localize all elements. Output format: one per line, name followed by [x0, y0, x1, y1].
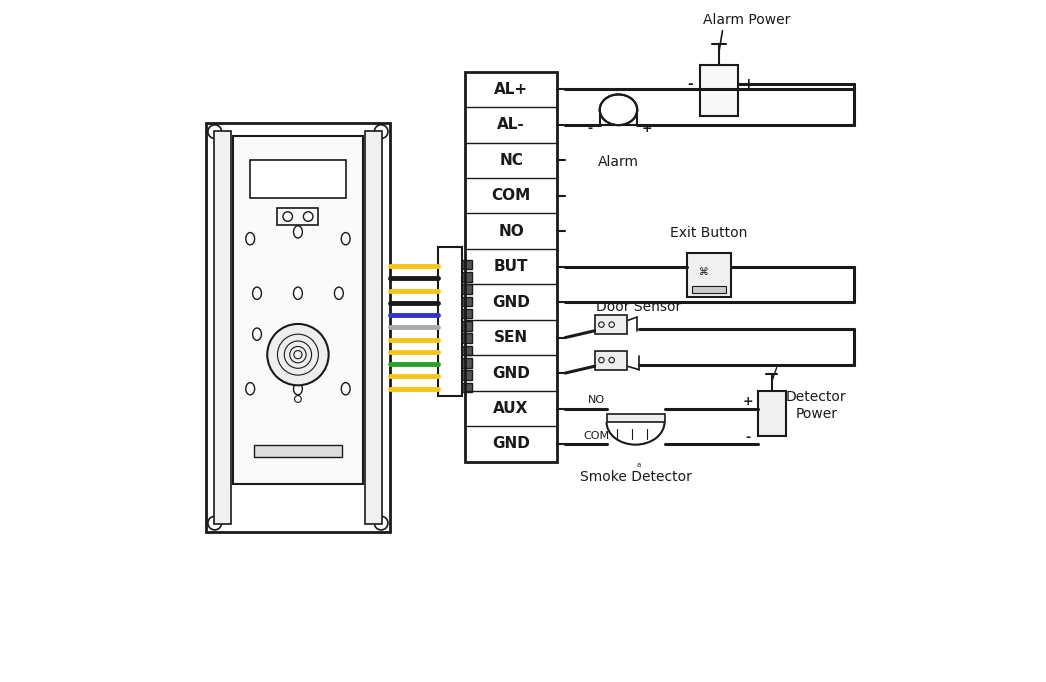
Text: Alarm: Alarm	[598, 155, 639, 169]
Text: Door Sensor: Door Sensor	[596, 300, 682, 314]
Text: BUT: BUT	[494, 259, 528, 274]
Bar	[758, 391, 786, 436]
Text: -: -	[746, 430, 751, 444]
Text: GND: GND	[492, 295, 530, 310]
Bar	[461, 309, 472, 318]
Bar	[692, 286, 726, 293]
Bar	[437, 247, 461, 396]
Bar	[461, 284, 472, 294]
Text: AL-: AL-	[497, 117, 525, 132]
Bar	[686, 253, 731, 297]
Bar	[214, 131, 231, 524]
Text: AUX: AUX	[494, 401, 528, 416]
Text: +: +	[642, 121, 653, 135]
Text: ⌘: ⌘	[699, 267, 708, 277]
Bar	[461, 297, 472, 306]
Bar	[277, 208, 318, 225]
Text: NC: NC	[499, 153, 523, 168]
Bar	[461, 260, 472, 269]
Bar	[594, 351, 628, 370]
Bar	[250, 160, 345, 198]
Bar	[461, 346, 472, 355]
Text: Detector
Power: Detector Power	[786, 390, 846, 421]
Bar	[600, 110, 637, 125]
Bar	[461, 383, 472, 392]
Text: GND: GND	[492, 366, 530, 381]
Bar	[206, 123, 390, 532]
Text: -: -	[687, 76, 692, 91]
Circle shape	[267, 324, 328, 385]
Text: a: a	[637, 462, 641, 468]
Text: NO: NO	[498, 224, 524, 239]
Text: NO: NO	[588, 396, 605, 405]
Text: -: -	[587, 121, 592, 135]
Bar	[465, 72, 558, 462]
Ellipse shape	[599, 94, 637, 125]
Bar	[607, 414, 664, 422]
Text: +: +	[743, 395, 753, 409]
Bar	[461, 333, 472, 343]
Text: COM: COM	[583, 431, 609, 441]
Bar	[461, 358, 472, 368]
Text: GND: GND	[492, 436, 530, 451]
Bar	[701, 65, 737, 116]
Bar	[253, 445, 342, 457]
Bar	[594, 315, 628, 334]
Bar	[461, 321, 472, 331]
Text: Alarm Power: Alarm Power	[703, 14, 790, 27]
Text: SEN: SEN	[494, 330, 528, 345]
Text: Exit Button: Exit Button	[670, 226, 748, 239]
Bar	[233, 136, 363, 484]
Text: COM: COM	[492, 188, 530, 203]
Bar	[461, 272, 472, 282]
Bar	[461, 370, 472, 380]
Text: Smoke Detector: Smoke Detector	[579, 470, 691, 484]
Bar	[365, 131, 382, 524]
Text: +: +	[743, 76, 754, 91]
Text: AL+: AL+	[494, 82, 528, 97]
